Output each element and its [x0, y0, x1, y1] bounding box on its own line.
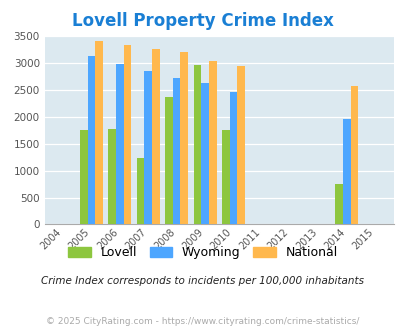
Bar — [152, 49, 160, 224]
Bar — [180, 52, 188, 224]
Legend: Lovell, Wyoming, National: Lovell, Wyoming, National — [68, 247, 337, 259]
Bar — [80, 130, 87, 224]
Bar — [229, 92, 237, 224]
Bar — [87, 56, 95, 224]
Text: © 2025 CityRating.com - https://www.cityrating.com/crime-statistics/: © 2025 CityRating.com - https://www.city… — [46, 317, 359, 326]
Bar — [350, 86, 358, 224]
Bar — [95, 41, 103, 224]
Bar — [124, 46, 131, 224]
Bar — [335, 184, 342, 224]
Text: Lovell Property Crime Index: Lovell Property Crime Index — [72, 12, 333, 30]
Bar — [208, 61, 216, 224]
Bar — [237, 66, 244, 224]
Bar — [173, 78, 180, 224]
Bar — [108, 129, 116, 224]
Bar — [193, 65, 201, 224]
Bar — [116, 64, 124, 224]
Text: Crime Index corresponds to incidents per 100,000 inhabitants: Crime Index corresponds to incidents per… — [41, 276, 364, 285]
Bar — [222, 130, 229, 224]
Bar — [165, 97, 173, 224]
Bar — [136, 158, 144, 224]
Bar — [201, 83, 208, 224]
Bar — [144, 71, 152, 224]
Bar — [342, 119, 350, 224]
